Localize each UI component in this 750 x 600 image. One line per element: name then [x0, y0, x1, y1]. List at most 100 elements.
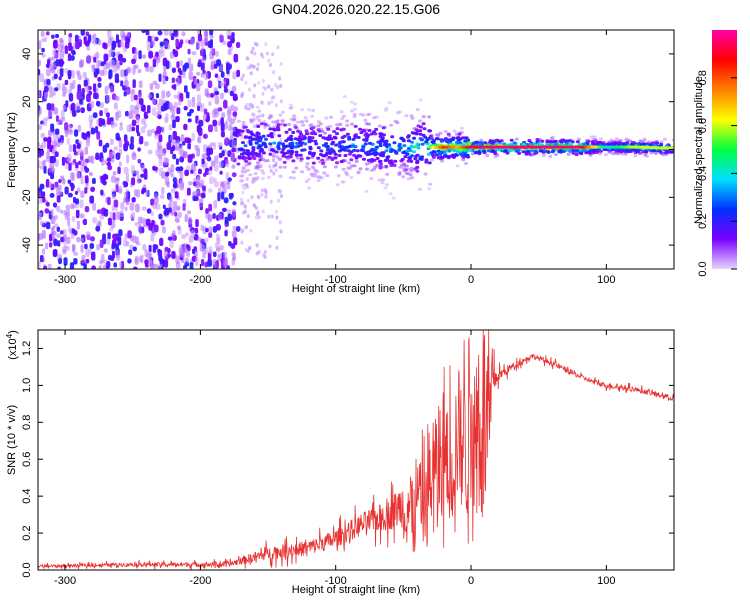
heatmap-cell [335, 127, 340, 131]
heatmap-cell [38, 90, 41, 98]
heatmap-cell [240, 240, 244, 245]
heatmap-cell [345, 123, 350, 127]
heatmap-cell [427, 161, 432, 165]
heatmap-cell [422, 127, 427, 131]
heatmap-cell [287, 123, 291, 126]
heatmap-cell [251, 112, 254, 117]
heatmap-cell [203, 108, 208, 115]
heatmap-cell [283, 123, 287, 127]
heatmap-cell [376, 140, 381, 144]
heatmap-cell [265, 51, 269, 56]
heatmap-cell [79, 98, 83, 105]
heatmap-cell [85, 131, 91, 137]
heatmap-cell [395, 121, 400, 125]
heatmap-cell [67, 71, 72, 80]
heatmap-cell [281, 148, 286, 151]
heatmap-cell [130, 89, 136, 96]
heatmap-cell [99, 214, 105, 220]
heatmap-cell [84, 146, 89, 155]
heatmap-cell [185, 250, 191, 257]
heatmap-cell [655, 141, 660, 145]
heatmap-cell [269, 63, 272, 67]
heatmap-cell [227, 209, 231, 215]
heatmap-cell [164, 40, 169, 47]
heatmap-cell [627, 139, 632, 143]
heatmap-cell [289, 106, 294, 110]
heatmap-cell [252, 94, 256, 99]
heatmap-cell [154, 133, 159, 140]
heatmap-cell [263, 122, 268, 126]
heatmap-cell [141, 30, 146, 34]
heatmap-cell [312, 174, 317, 178]
heatmap-cell [443, 130, 448, 133]
heatmap-cell [392, 163, 397, 167]
heatmap-cell [200, 259, 205, 267]
y-tick-label: 20 [21, 96, 33, 108]
heatmap-cell [350, 122, 354, 126]
heatmap-cell [416, 146, 421, 150]
heatmap-cell [494, 142, 499, 146]
heatmap-cell [123, 91, 127, 97]
heatmap-cell [434, 133, 439, 137]
heatmap-cell [51, 225, 56, 231]
heatmap-cell [117, 236, 122, 246]
heatmap-cell [109, 211, 113, 220]
heatmap-cell [372, 116, 377, 120]
heatmap-cell [410, 154, 414, 158]
heatmap-cell [77, 84, 81, 94]
heatmap-cell [160, 194, 165, 200]
heatmap-cell [329, 137, 334, 141]
x-tick-label: 100 [597, 274, 615, 286]
heatmap-cell [233, 53, 239, 63]
heatmap-cell [642, 139, 647, 143]
heatmap-cell [59, 37, 64, 44]
heatmap-cell [337, 154, 342, 157]
heatmap-cell [110, 120, 115, 129]
heatmap-cell [257, 215, 261, 220]
heatmap-cell [393, 159, 398, 163]
heatmap-cell [220, 92, 224, 100]
heatmap-cell [258, 139, 263, 143]
heatmap-cell [71, 216, 76, 223]
heatmap-cell [238, 179, 243, 183]
heatmap-cell [359, 148, 364, 152]
snr-panel: -300 -200 -100 0 100 0.0 0.2 0.4 0.6 0.8 1.0 1.2 H… [5, 329, 675, 596]
heatmap-cell [321, 162, 325, 165]
heatmap-cell [659, 140, 664, 144]
heatmap-cell [179, 60, 183, 66]
heatmap-cell [279, 99, 283, 104]
heatmap-cell [132, 246, 137, 252]
heatmap-cell [179, 156, 185, 163]
heatmap-cell [174, 216, 180, 223]
heatmap-cell [152, 107, 156, 116]
heatmap-cell [272, 128, 277, 132]
heatmap-cell [134, 106, 139, 115]
heatmap-cell [512, 141, 517, 145]
heatmap-cell [188, 63, 194, 72]
heatmap-cell [219, 81, 224, 87]
heatmap-cell [248, 118, 253, 122]
heatmap-cell [253, 42, 257, 46]
heatmap-cell [157, 145, 163, 154]
heatmap-cell [482, 149, 487, 153]
heatmap-cell [124, 140, 130, 147]
heatmap-cell [178, 98, 182, 106]
heatmap-cell [443, 154, 447, 158]
heatmap-cell [68, 42, 72, 52]
heatmap-cell [236, 119, 241, 123]
heatmap-cell [45, 31, 50, 36]
heatmap-cell [63, 257, 68, 266]
heatmap-cell [444, 140, 449, 143]
heatmap-cell [111, 42, 116, 51]
heatmap-cell [328, 124, 333, 128]
heatmap-cell [242, 166, 246, 170]
heatmap-cell [97, 220, 101, 226]
heatmap-cell [120, 80, 124, 87]
heatmap-cell [285, 151, 290, 155]
heatmap-cell [444, 137, 448, 141]
heatmap-cell [218, 142, 223, 148]
heatmap-cell [52, 202, 58, 208]
heatmap-cell [447, 138, 452, 142]
heatmap-cell [438, 131, 443, 135]
heatmap-cell [336, 174, 341, 178]
